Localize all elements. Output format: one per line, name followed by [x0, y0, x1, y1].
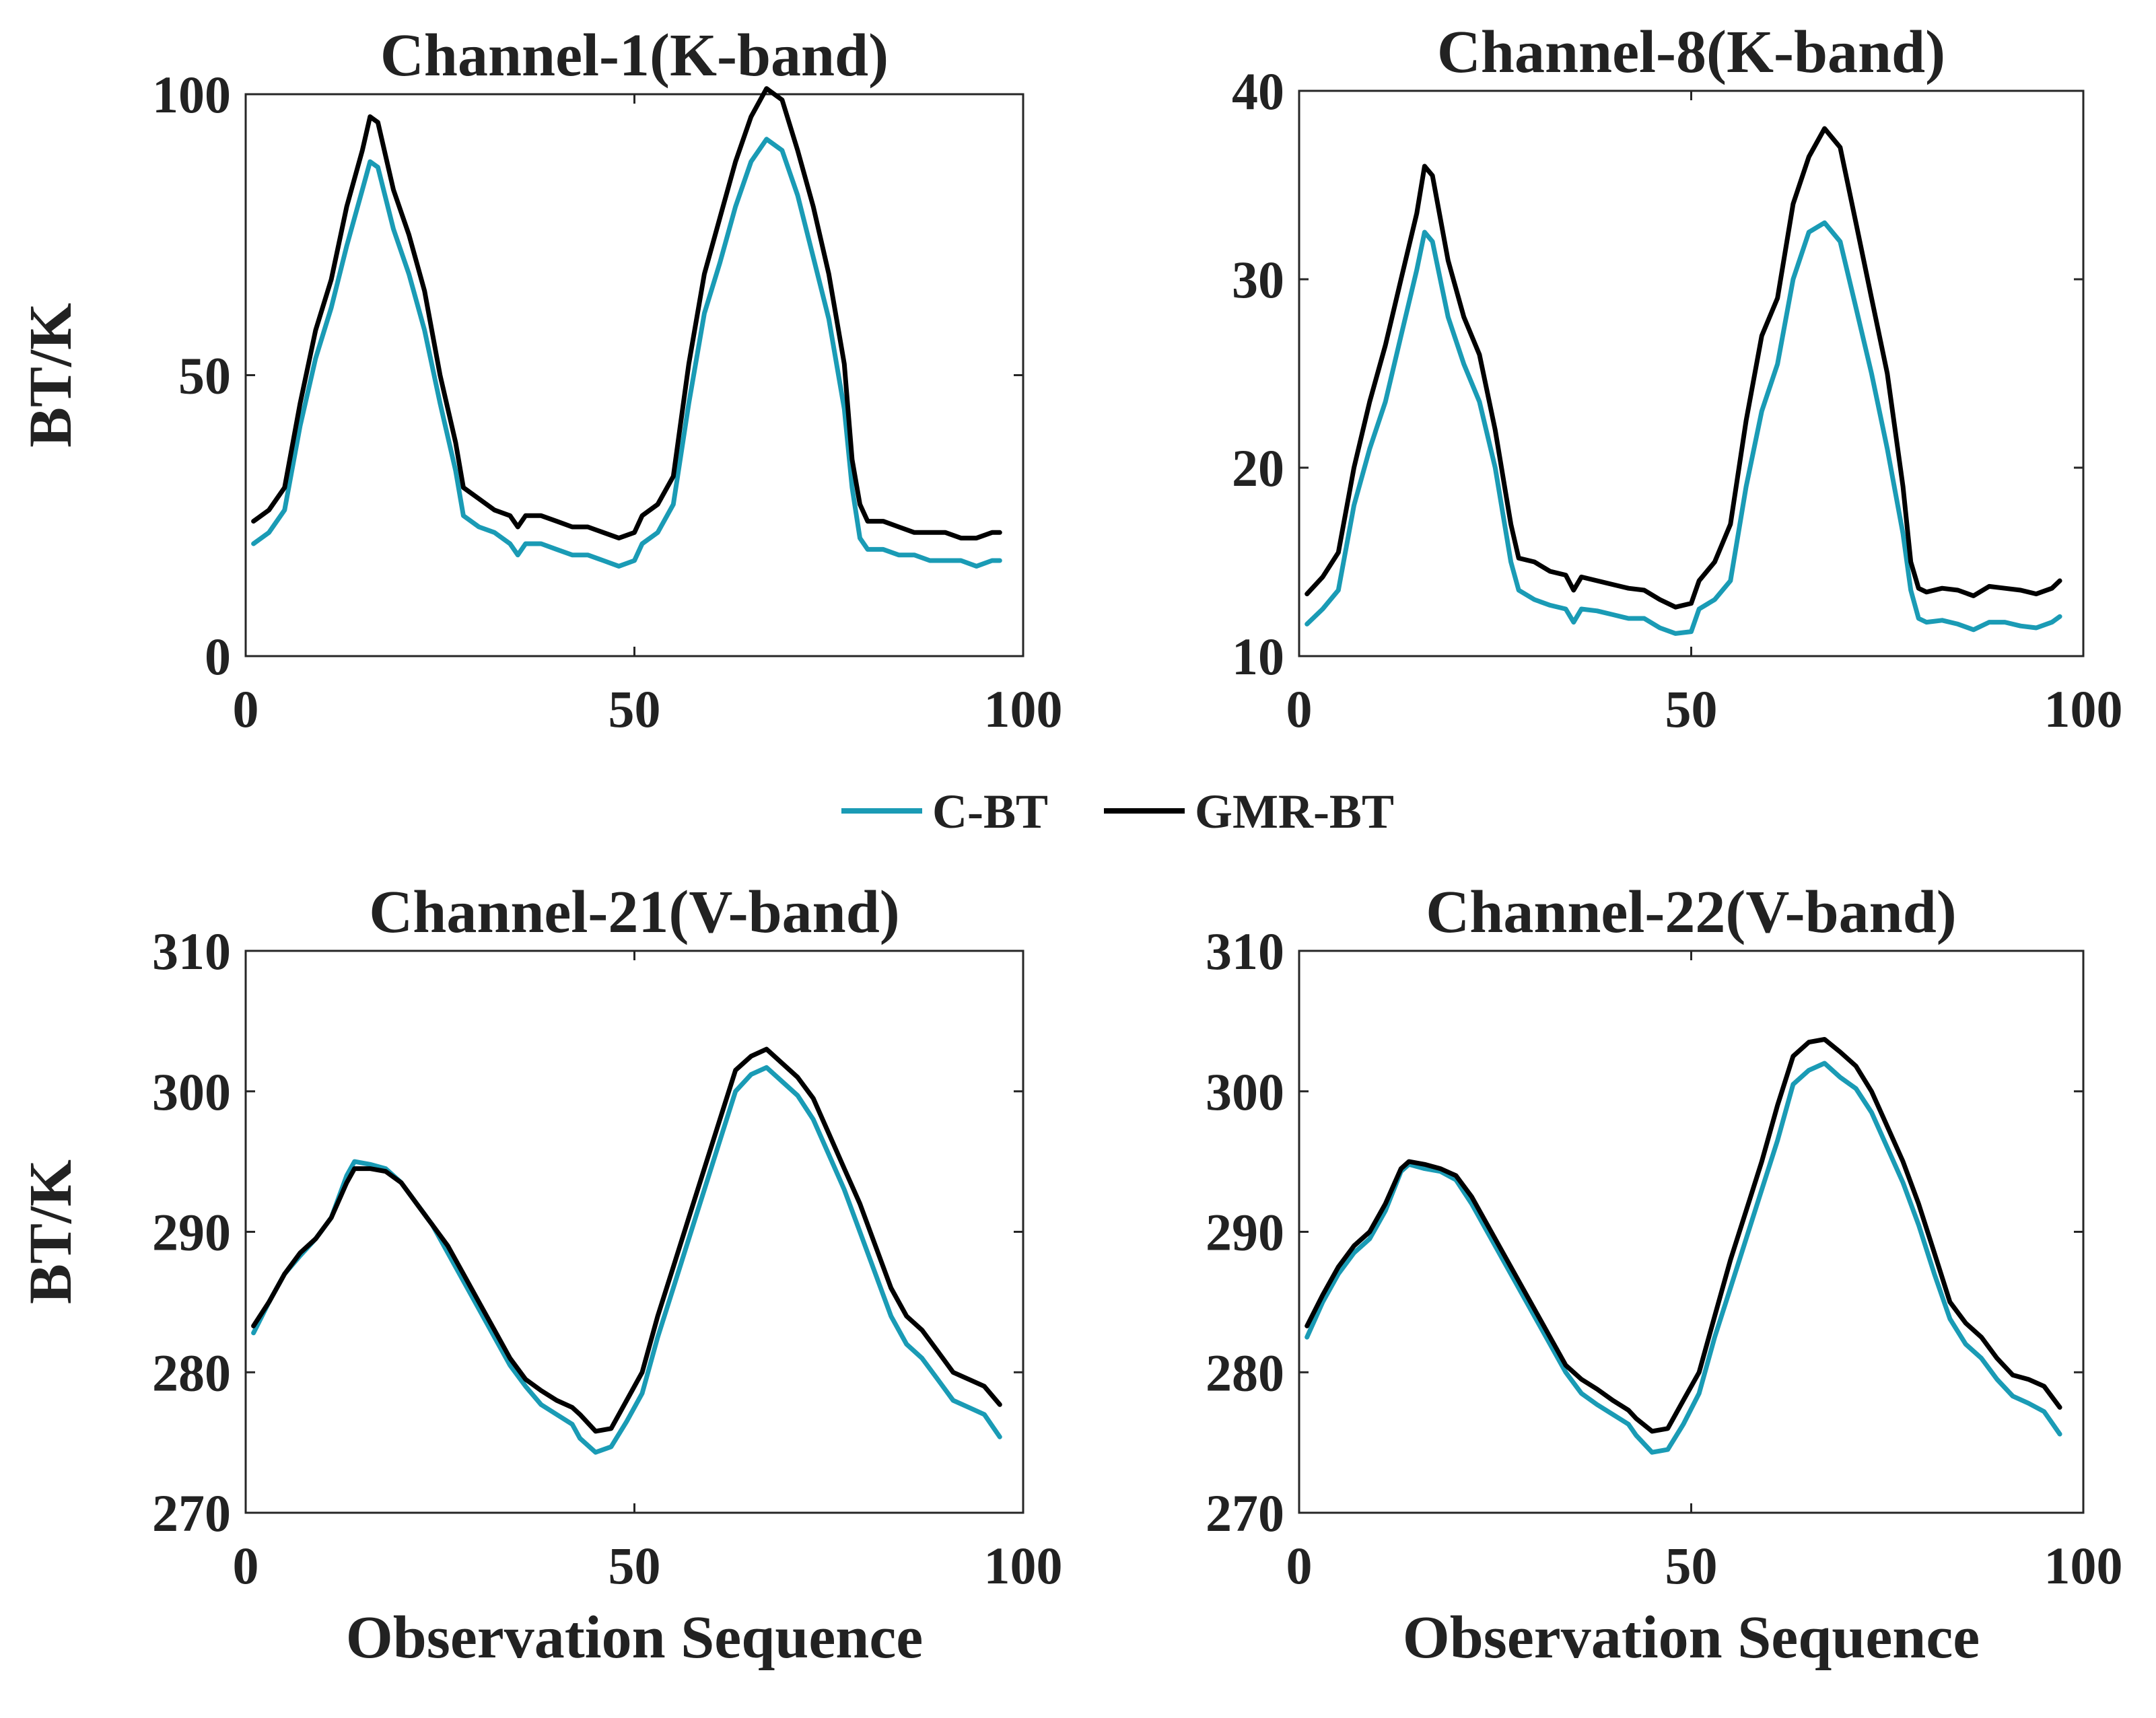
chart-1-ytick-label: 0 [205, 627, 231, 686]
chart-3-title: Channel-21(V-band) [369, 879, 899, 945]
chart-1-title: Channel-1(K-band) [380, 22, 889, 89]
panel-channel-21: Channel-21(V-band) 0 50 100 270 280 290 300 310 B… [18, 879, 1063, 1671]
chart-3-plot-frame [244, 950, 1024, 1514]
chart-4-ytick-label: 280 [1206, 1343, 1284, 1402]
chart-1-ytick-label: 50 [178, 347, 231, 405]
chart-4-series-c-bt [1305, 1061, 2062, 1455]
chart-4-xtick-label: 50 [1665, 1536, 1718, 1595]
chart-3-xtick-label: 100 [984, 1536, 1063, 1595]
legend-label-c-bt: C-BT [932, 785, 1048, 838]
legend: C-BT GMR-BT [841, 785, 1394, 838]
chart-4-xtick-label: 100 [2044, 1536, 2123, 1595]
panel-channel-1: Channel-1(K-band) 0 50 100 0 50 100 BT/K [18, 22, 1063, 738]
chart-3-xtick-label: 50 [608, 1536, 661, 1595]
chart-4-xtick-label: 0 [1286, 1536, 1313, 1595]
chart-1-plot-frame [244, 93, 1024, 657]
chart-1-ytick-label: 100 [152, 65, 231, 124]
chart-1-ylabel: BT/K [18, 303, 84, 448]
chart-1-xtick-label: 50 [608, 680, 661, 738]
chart-1-xtick-label: 0 [233, 680, 259, 738]
chart-2-xtick-label: 0 [1286, 680, 1313, 738]
chart-2-ytick-label: 10 [1232, 627, 1284, 686]
chart-3-ytick-label: 290 [152, 1203, 231, 1262]
panel-channel-8: Channel-8(K-band) 0 50 100 10 20 30 40 [1232, 19, 2123, 738]
chart-2-ytick-label: 20 [1232, 439, 1284, 497]
chart-2-xtick-label: 100 [2044, 680, 2123, 738]
chart-2-plot-frame [1298, 90, 2085, 657]
chart-3-xtick-label: 0 [233, 1536, 259, 1595]
chart-2-title: Channel-8(K-band) [1437, 19, 1945, 85]
chart-2-ytick-label: 40 [1232, 62, 1284, 120]
chart-4-ytick-label: 290 [1206, 1203, 1284, 1262]
chart-3-series-c-bt [251, 1065, 1002, 1455]
chart-4-ytick-label: 310 [1206, 922, 1284, 980]
chart-4-plot-frame [1298, 950, 2085, 1514]
chart-3-ylabel: BT/K [18, 1159, 84, 1304]
chart-1-series-c-bt [251, 137, 1002, 569]
chart-4-xlabel: Observation Sequence [1403, 1604, 1980, 1671]
chart-3-ytick-label: 310 [152, 922, 231, 980]
chart-2-series-c-bt [1305, 220, 2062, 636]
chart-4-ytick-label: 300 [1206, 1063, 1284, 1121]
chart-3-series-gmr-bt [251, 1046, 1002, 1434]
chart-4-title: Channel-22(V-band) [1426, 879, 1956, 945]
chart-3-xlabel: Observation Sequence [346, 1604, 924, 1671]
chart-1-xtick-label: 100 [984, 680, 1063, 738]
chart-2-ytick-label: 30 [1232, 250, 1284, 309]
legend-label-gmr-bt: GMR-BT [1195, 785, 1394, 838]
chart-4-ytick-label: 270 [1206, 1484, 1284, 1542]
chart-2-series-gmr-bt [1305, 126, 2062, 610]
chart-3-ytick-label: 270 [152, 1484, 231, 1542]
chart-3-ytick-label: 280 [152, 1343, 231, 1402]
chart-4-series-gmr-bt [1305, 1037, 2062, 1434]
chart-1-series-gmr-bt [251, 86, 1002, 541]
chart-2-xtick-label: 50 [1665, 680, 1718, 738]
panel-channel-22: Channel-22(V-band) 0 50 100 270 280 290 300 310 O… [1206, 879, 2123, 1671]
chart-3-ytick-label: 300 [152, 1063, 231, 1121]
